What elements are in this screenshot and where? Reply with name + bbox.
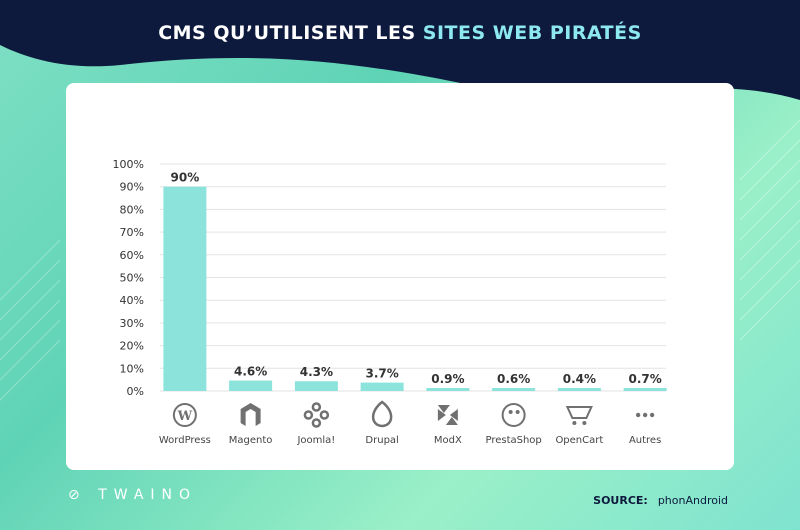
- data-label: 0.9%: [431, 372, 464, 386]
- bar-chart: 0% 10% 20% 30% 40% 50% 60% 70% 80% 90% 100% 90% W Wor…: [113, 158, 667, 446]
- brand-name: TWAINO: [98, 487, 198, 503]
- bar-prestashop: [492, 388, 536, 391]
- drupal-icon: [371, 400, 393, 428]
- x-category-label: Magento: [229, 435, 273, 446]
- magento-icon: [240, 403, 261, 426]
- bar-modx: [426, 388, 470, 391]
- joomla-icon: [303, 402, 330, 428]
- icon-eye: [508, 410, 513, 414]
- bar-wordpress: [163, 186, 207, 391]
- page-title: CMS QU’UTILISENT LES SITES WEB PIRATÉS: [0, 22, 800, 44]
- icon-glyph: W: [177, 409, 193, 424]
- x-category-label: Joomla!: [296, 435, 335, 446]
- icon-wheel: [582, 421, 587, 425]
- x-category-label: Drupal: [365, 435, 398, 446]
- data-label: 0.6%: [497, 372, 530, 386]
- icon-cart: [565, 406, 593, 419]
- icon-shape: [437, 405, 458, 425]
- dot: [642, 412, 648, 418]
- bar-joomla: [294, 381, 338, 391]
- y-tick-label: 50%: [120, 272, 144, 285]
- y-tick-label: 70%: [120, 226, 144, 239]
- y-tick-label: 80%: [120, 203, 144, 216]
- diagonal-stripes-right: [739, 119, 800, 341]
- x-category-label: OpenCart: [555, 435, 603, 446]
- x-category-label: PrestaShop: [485, 435, 541, 446]
- icon-eye: [515, 410, 520, 414]
- y-tick-label: 30%: [120, 317, 144, 330]
- chart-card: 0% 10% 20% 30% 40% 50% 60% 70% 80% 90% 100% 90% W Wor…: [66, 83, 734, 470]
- prestashop-icon: [501, 403, 526, 427]
- y-tick-label: 90%: [120, 181, 144, 194]
- icon-part: [303, 410, 314, 420]
- y-tick-label: 10%: [120, 362, 144, 375]
- brand-mark-icon: ⊘: [68, 487, 87, 503]
- data-label: 4.6%: [234, 365, 267, 379]
- title-part1: CMS QU’UTILISENT LES: [158, 22, 423, 44]
- bar-magento: [229, 380, 273, 391]
- title-part2: SITES WEB PIRATÉS: [422, 22, 642, 44]
- brand-logo: ⊘ TWAINO: [68, 487, 197, 503]
- icon-wheel: [572, 421, 577, 425]
- header-band: [0, 0, 800, 100]
- icon-drop: [371, 400, 393, 428]
- source-label: SOURCE:: [593, 494, 648, 507]
- icon-part: [319, 410, 330, 420]
- y-tick-label: 60%: [120, 249, 144, 262]
- diagonal-stripes-left: [0, 239, 61, 401]
- modx-icon: [437, 405, 458, 425]
- data-label: 90%: [171, 171, 200, 185]
- icon-ring: [172, 403, 197, 427]
- x-category-label: Autres: [629, 435, 661, 446]
- y-tick-label: 100%: [113, 158, 144, 171]
- source-value: phonAndroid: [657, 494, 728, 507]
- x-category-label: ModX: [434, 435, 462, 446]
- icon-part: [311, 418, 322, 428]
- bar-drupal: [360, 382, 404, 391]
- data-label: 4.3%: [300, 365, 333, 379]
- y-tick-label: 20%: [120, 340, 144, 353]
- opencart-icon: [565, 406, 593, 425]
- x-category-label: WordPress: [159, 435, 211, 446]
- more-dots-icon: [635, 412, 655, 418]
- icon-part: [311, 402, 322, 412]
- data-label: 0.7%: [628, 372, 661, 386]
- icon-shape: [240, 403, 261, 426]
- data-label: 0.4%: [563, 372, 596, 386]
- wordpress-icon: W: [172, 403, 197, 427]
- y-tick-label: 0%: [127, 385, 144, 398]
- bar-autres: [623, 388, 667, 391]
- icon-ring: [501, 403, 526, 427]
- dot: [649, 412, 655, 418]
- source-credit: SOURCE: phonAndroid: [593, 494, 728, 507]
- bar-opencart: [557, 388, 601, 391]
- y-tick-label: 40%: [120, 294, 144, 307]
- dot: [635, 412, 641, 418]
- data-label: 3.7%: [365, 367, 398, 381]
